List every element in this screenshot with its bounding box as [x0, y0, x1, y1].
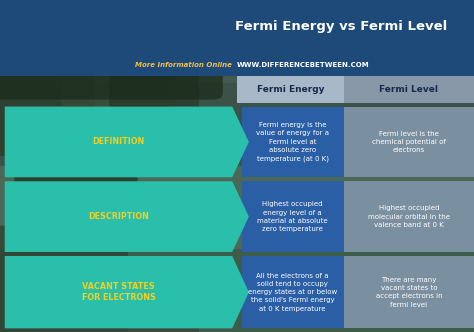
Polygon shape [5, 181, 249, 252]
Text: All the electrons of a
solid tend to occupy
energy states at or below
the solid': All the electrons of a solid tend to occ… [248, 273, 337, 312]
FancyBboxPatch shape [0, 0, 474, 53]
FancyBboxPatch shape [237, 76, 344, 103]
FancyBboxPatch shape [242, 107, 344, 177]
FancyBboxPatch shape [0, 0, 95, 156]
FancyBboxPatch shape [109, 0, 199, 173]
Polygon shape [5, 256, 249, 328]
FancyBboxPatch shape [0, 0, 474, 83]
Text: Fermi level is the
chemical potential of
electrons: Fermi level is the chemical potential of… [372, 131, 446, 153]
Text: Fermi Energy: Fermi Energy [256, 85, 324, 94]
FancyBboxPatch shape [344, 107, 474, 177]
FancyBboxPatch shape [242, 256, 344, 328]
FancyBboxPatch shape [0, 0, 223, 100]
FancyBboxPatch shape [344, 76, 474, 103]
Text: Highest occupied
energy level of a
material at absolute
zero temperature: Highest occupied energy level of a mater… [257, 201, 328, 232]
FancyBboxPatch shape [344, 256, 474, 328]
Text: Fermi Level: Fermi Level [379, 85, 438, 94]
FancyBboxPatch shape [0, 53, 474, 76]
FancyBboxPatch shape [344, 181, 474, 252]
Text: More Information Online: More Information Online [135, 62, 237, 68]
FancyBboxPatch shape [38, 259, 199, 332]
FancyBboxPatch shape [0, 226, 128, 332]
Text: VACANT STATES
FOR ELECTRONS: VACANT STATES FOR ELECTRONS [82, 283, 155, 302]
Text: Highest occupied
molecular orbital in the
valence band at 0 K: Highest occupied molecular orbital in th… [368, 206, 450, 228]
FancyBboxPatch shape [0, 246, 474, 332]
FancyBboxPatch shape [0, 80, 474, 166]
FancyBboxPatch shape [0, 163, 474, 249]
FancyBboxPatch shape [14, 110, 137, 239]
Polygon shape [5, 107, 249, 177]
Text: DEFINITION: DEFINITION [92, 137, 145, 146]
Text: There are many
vacant states to
accept electrons in
fermi level: There are many vacant states to accept e… [375, 277, 442, 307]
FancyBboxPatch shape [242, 181, 344, 252]
Text: Fermi energy is the
value of energy for a
Fermi level at
absolute zero
temperatu: Fermi energy is the value of energy for … [256, 122, 329, 162]
Text: WWW.DIFFERENCEBETWEEN.COM: WWW.DIFFERENCEBETWEEN.COM [237, 62, 370, 68]
Text: Fermi Energy vs Fermi Level: Fermi Energy vs Fermi Level [235, 20, 447, 33]
Text: DESCRIPTION: DESCRIPTION [88, 212, 149, 221]
FancyBboxPatch shape [62, 0, 175, 123]
